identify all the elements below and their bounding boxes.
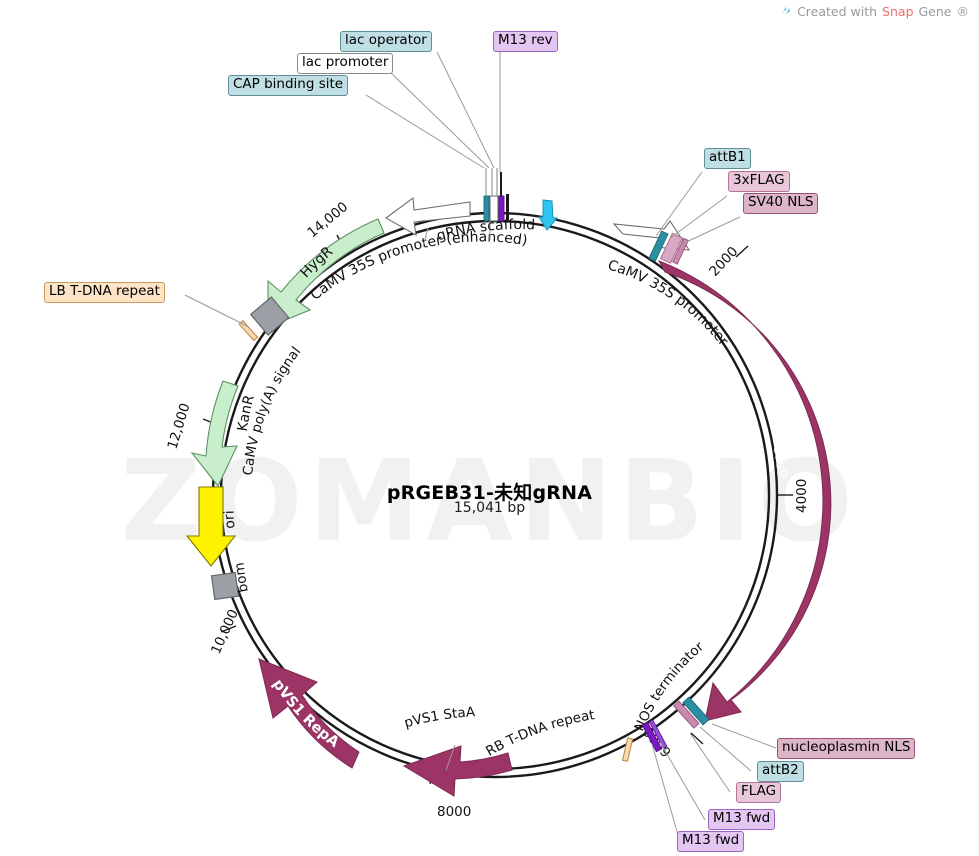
tick-label-14000: 14,000 <box>304 199 351 241</box>
feature-pvs1-staa[interactable] <box>402 745 513 797</box>
brand-gene: Gene <box>918 4 952 19</box>
callout-lac-promoter[interactable]: lac promoter <box>297 53 394 74</box>
feature-grna-scaffold-marks[interactable] <box>483 168 509 240</box>
tick-label-4000: 4000 <box>794 479 810 513</box>
tick-label-12000: 12,000 <box>165 401 194 451</box>
callout-3xflag[interactable]: 3xFLAG <box>728 171 790 192</box>
feature-3xflag-mark[interactable] <box>659 232 683 264</box>
callout-cap-binding-site[interactable]: CAP binding site <box>228 75 349 96</box>
tick-label-8000: 8000 <box>437 804 471 820</box>
callout-leaders <box>184 51 777 843</box>
callout-nucleoplasmin-nls[interactable]: nucleoplasmin NLS <box>777 738 916 759</box>
callout-m13-fwd-2[interactable]: M13 fwd <box>677 831 745 852</box>
callout-m13-rev[interactable]: M13 rev <box>493 31 558 52</box>
feature-label-pvs1-staa: pVS1 StaA <box>403 704 477 731</box>
tick-label-10000: 10,000 <box>208 607 242 657</box>
callout-attb2[interactable]: attB2 <box>757 761 804 782</box>
feature-pvs1-repa[interactable] <box>258 658 360 769</box>
feature-kanr[interactable] <box>190 380 239 488</box>
callout-attb1[interactable]: attB1 <box>704 148 751 169</box>
brand-snap: Snap <box>882 4 914 19</box>
feature-hygr[interactable] <box>267 218 385 328</box>
feature-label-ori: ori <box>222 510 239 529</box>
page-title: pRGEB31-未知gRNA <box>386 482 593 504</box>
feature-camv-35s-enhanced[interactable] <box>384 196 471 237</box>
snapgene-branding: Created with Snap Gene ® <box>779 4 969 19</box>
callout-m13-fwd-1[interactable]: M13 fwd <box>708 809 776 830</box>
feature-label-cas9: Cas9 <box>769 443 790 479</box>
tick-label-2000: 2000 <box>706 244 741 280</box>
callout-lac-operator[interactable]: lac operator <box>340 31 432 52</box>
feature-attb1-mark[interactable] <box>648 230 669 262</box>
feature-sv40-nls-mark[interactable] <box>672 237 689 265</box>
feature-camv-polya-signal[interactable] <box>249 296 290 336</box>
brand-suffix: ® <box>956 4 970 19</box>
callout-flag[interactable]: FLAG <box>736 782 782 803</box>
feature-nos-terminator-marks[interactable] <box>673 696 710 729</box>
feature-label-bom: bom <box>231 561 251 593</box>
callout-sv40-nls[interactable]: SV40 NLS <box>743 193 819 214</box>
brand-prefix: Created with <box>797 4 878 19</box>
feature-label-rb-tdna-repeat: RB T-DNA repeat <box>483 707 595 760</box>
callout-lb-tdna-repeat[interactable]: LB T-DNA repeat <box>44 282 165 303</box>
plasmid-size: 15,041 bp <box>453 500 526 516</box>
feature-cyan-arrow[interactable] <box>538 199 559 231</box>
leader-pvs1-staa <box>445 744 456 771</box>
feature-rb-tdna-repeat-mark[interactable] <box>621 737 634 763</box>
feature-bom[interactable] <box>210 571 240 601</box>
leader-camv-35s-enhanced <box>422 227 429 248</box>
snapgene-logo-icon <box>779 5 792 18</box>
feature-m13-fwd-marks[interactable] <box>641 719 668 753</box>
feature-cas9[interactable] <box>657 260 832 722</box>
feature-ori[interactable] <box>185 486 237 567</box>
